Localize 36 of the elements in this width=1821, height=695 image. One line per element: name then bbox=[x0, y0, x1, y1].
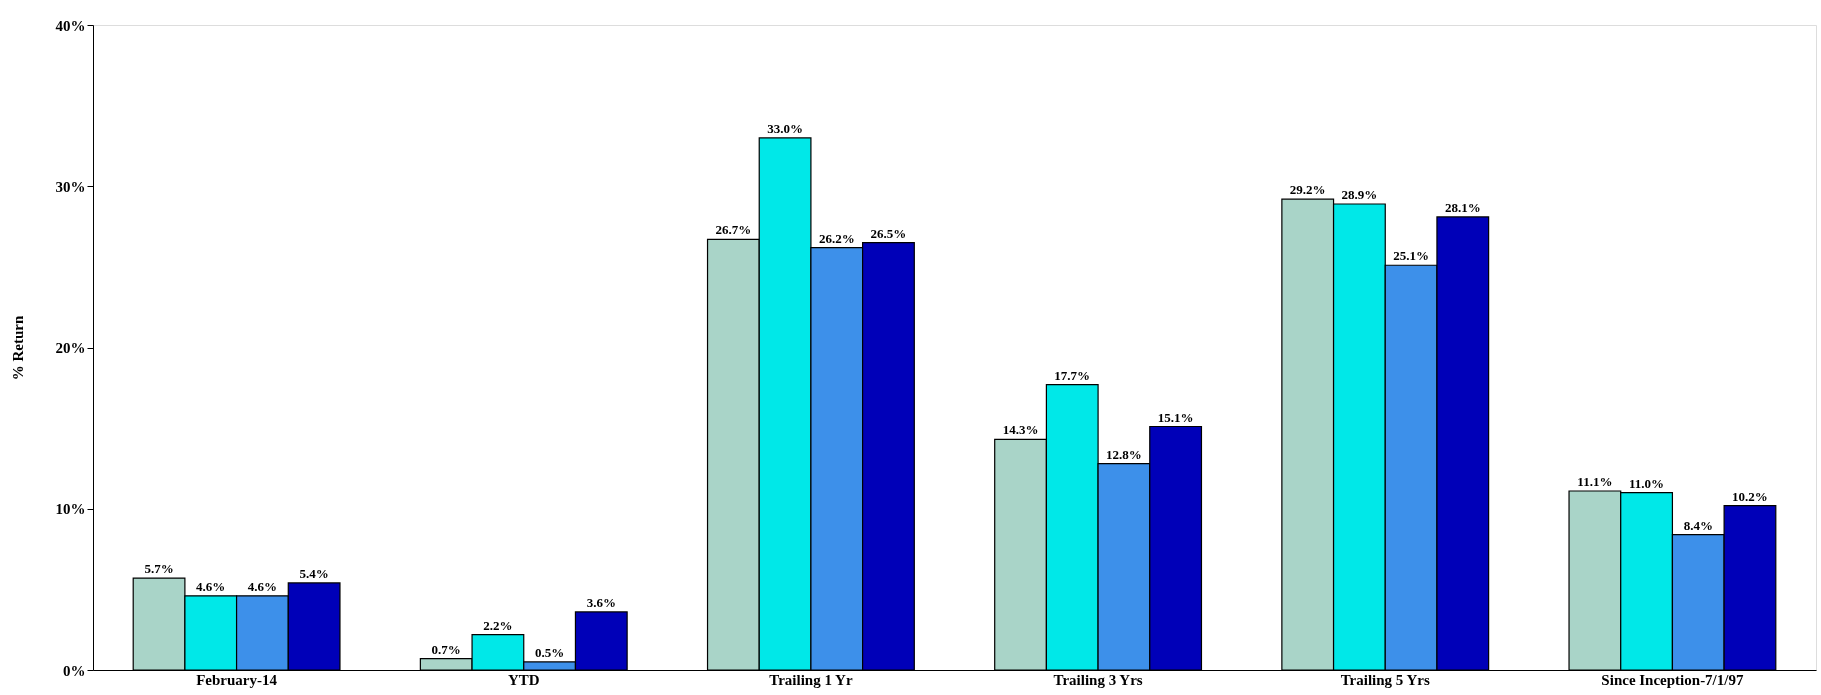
y-axis-title: % Return bbox=[9, 315, 26, 381]
data-label: 12.8% bbox=[1106, 446, 1142, 462]
x-tick-label: YTD bbox=[507, 671, 540, 688]
x-tick-label: Trailing 5 Yrs bbox=[1340, 671, 1430, 688]
data-label: 4.6% bbox=[247, 578, 278, 594]
data-label: 29.2% bbox=[1289, 182, 1326, 198]
data-label: 26.2% bbox=[818, 230, 855, 246]
data-label: 25.1% bbox=[1393, 248, 1429, 264]
data-label: 8.4% bbox=[1683, 517, 1713, 533]
data-label: 11.0% bbox=[1629, 475, 1665, 491]
data-label: 28.1% bbox=[1444, 199, 1481, 215]
x-tick-label: Trailing 1 Yr bbox=[769, 671, 853, 688]
data-label: 4.6% bbox=[196, 578, 226, 594]
data-label: 5.4% bbox=[299, 565, 329, 581]
data-label: 11.1% bbox=[1577, 474, 1613, 490]
data-label: 15.1% bbox=[1157, 409, 1194, 425]
data-label: 26.7% bbox=[715, 222, 752, 238]
data-label: 0.5% bbox=[534, 644, 565, 660]
data-label: 14.3% bbox=[1002, 422, 1039, 438]
data-label: 10.2% bbox=[1732, 488, 1768, 504]
y-tick-label: 0% bbox=[63, 662, 86, 679]
data-label: 28.9% bbox=[1341, 186, 1378, 202]
data-label: 33.0% bbox=[767, 120, 803, 136]
data-label: 3.6% bbox=[586, 594, 616, 610]
x-tick-label: Since Inception-7/1/97 bbox=[1601, 671, 1744, 688]
y-tick-label: 40% bbox=[55, 17, 86, 34]
x-tick-label: February-14 bbox=[196, 671, 278, 688]
y-tick-label: 20% bbox=[55, 340, 86, 356]
y-tick-label: 30% bbox=[55, 178, 86, 195]
data-label: 26.5% bbox=[870, 225, 907, 241]
data-label: 0.7% bbox=[431, 641, 461, 657]
data-label: 5.7% bbox=[144, 561, 174, 577]
data-label: 2.2% bbox=[483, 617, 513, 633]
x-tick-label: Trailing 3 Yrs bbox=[1053, 671, 1143, 688]
data-label: 17.7% bbox=[1054, 367, 1091, 383]
y-tick-label: 10% bbox=[55, 501, 86, 518]
